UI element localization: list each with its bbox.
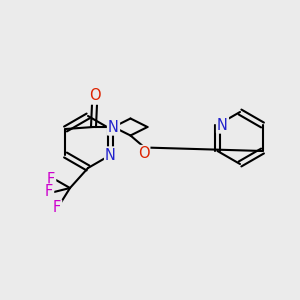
Text: F: F — [53, 200, 61, 215]
Text: O: O — [138, 146, 149, 161]
Text: N: N — [217, 118, 228, 133]
Text: O: O — [89, 88, 100, 104]
Text: N: N — [105, 148, 116, 163]
Text: N: N — [108, 119, 119, 134]
Text: F: F — [47, 172, 55, 188]
Text: F: F — [45, 184, 53, 200]
